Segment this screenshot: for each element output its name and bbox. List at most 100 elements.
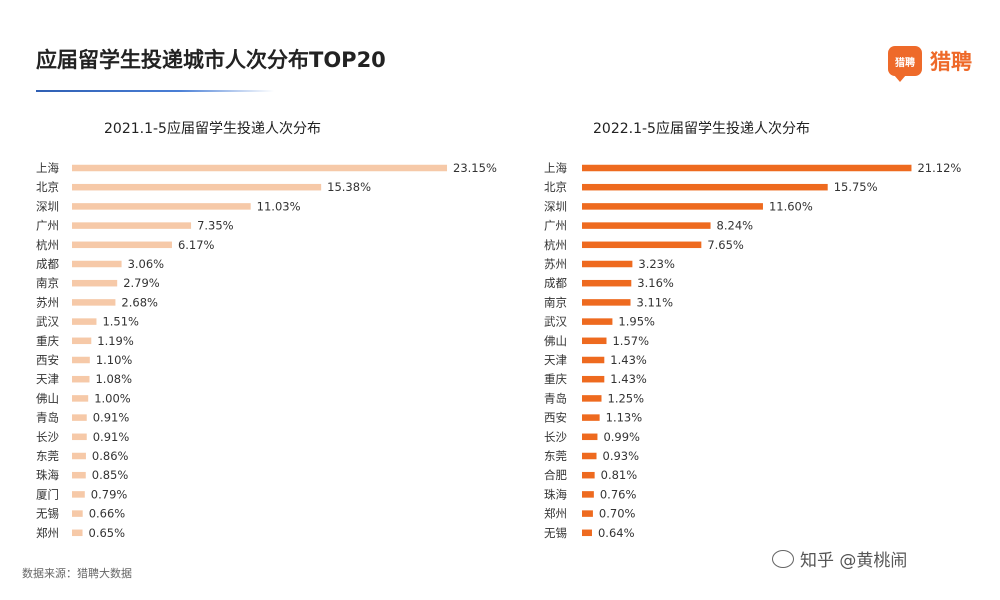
bar-2021 <box>72 241 172 249</box>
chart-title-2021: 2021.1-5应届留学生投递人次分布 <box>104 121 321 137</box>
value-label: 0.91% <box>93 430 130 444</box>
bar-2021 <box>72 279 118 287</box>
value-label: 0.91% <box>93 411 130 425</box>
category-label: 郑州 <box>36 526 59 540</box>
category-label: 深圳 <box>544 199 567 213</box>
value-label: 0.81% <box>601 468 638 482</box>
category-label: 上海 <box>36 161 59 175</box>
logo-badge-icon: 猎聘 <box>888 46 922 82</box>
bar-2021 <box>72 222 192 229</box>
category-label: 武汉 <box>36 315 59 329</box>
bar-2022 <box>582 491 594 498</box>
bar-2022 <box>582 222 711 229</box>
value-label: 0.66% <box>89 507 126 521</box>
value-label: 1.51% <box>102 315 139 329</box>
category-label: 重庆 <box>544 372 567 386</box>
bar-2021 <box>72 529 83 537</box>
category-label: 深圳 <box>36 199 59 213</box>
bar-2022 <box>582 337 607 345</box>
value-label: 3.16% <box>637 276 674 290</box>
bar-2022 <box>582 452 597 460</box>
value-label: 23.15% <box>453 161 497 175</box>
category-label: 天津 <box>36 372 59 386</box>
bar-2022 <box>582 471 595 479</box>
bar-2022 <box>582 279 632 287</box>
bar-2022 <box>582 260 633 268</box>
value-label: 7.35% <box>197 219 234 233</box>
category-label: 合肥 <box>544 468 567 482</box>
category-label: 青岛 <box>36 411 59 425</box>
value-label: 3.11% <box>637 295 674 309</box>
page-title: 应届留学生投递城市人次分布TOP20 <box>36 48 386 72</box>
category-label: 珠海 <box>36 468 59 482</box>
bar-2022 <box>582 529 592 537</box>
category-label: 长沙 <box>544 430 567 444</box>
value-label: 1.13% <box>606 411 643 425</box>
value-label: 11.60% <box>769 199 813 213</box>
category-label: 东莞 <box>544 449 567 463</box>
category-label: 成都 <box>36 257 59 271</box>
category-label: 杭州 <box>544 238 567 252</box>
category-label: 西安 <box>36 353 59 367</box>
bar-2022 <box>582 375 605 383</box>
bar-2021 <box>72 318 97 325</box>
value-label: 1.08% <box>95 372 132 386</box>
value-label: 3.06% <box>128 257 165 271</box>
category-label: 成都 <box>544 276 567 290</box>
bar-2022 <box>582 395 602 402</box>
bar-2021 <box>72 452 86 460</box>
category-label: 上海 <box>544 161 567 175</box>
value-label: 0.70% <box>599 507 636 521</box>
category-label: 广州 <box>544 219 567 233</box>
wechat-icon <box>772 549 794 568</box>
bar-2021 <box>72 375 90 383</box>
category-label: 无锡 <box>36 507 59 521</box>
category-label: 佛山 <box>544 334 567 348</box>
value-label: 2.68% <box>121 295 158 309</box>
bar-2021 <box>72 164 448 172</box>
value-label: 1.43% <box>610 372 647 386</box>
bar-2022 <box>582 241 702 249</box>
value-label: 8.24% <box>717 219 754 233</box>
category-label: 珠海 <box>544 487 567 501</box>
category-label: 天津 <box>544 353 567 367</box>
category-label: 北京 <box>544 180 567 194</box>
bar-2022 <box>582 183 828 191</box>
category-label: 南京 <box>36 276 59 290</box>
category-label: 广州 <box>36 219 59 233</box>
value-label: 0.64% <box>598 526 635 540</box>
category-label: 东莞 <box>36 449 59 463</box>
title-underline <box>36 90 274 92</box>
bar-2021 <box>72 260 122 268</box>
category-label: 苏州 <box>544 257 567 271</box>
value-label: 1.19% <box>97 334 134 348</box>
category-label: 长沙 <box>36 430 59 444</box>
value-label: 11.03% <box>257 199 301 213</box>
category-label: 南京 <box>544 295 567 309</box>
logo-text: 猎聘 <box>930 50 972 74</box>
data-source: 数据来源：猎聘大数据 <box>22 567 132 580</box>
value-label: 3.23% <box>638 257 675 271</box>
bar-2021 <box>72 491 85 498</box>
value-label: 0.93% <box>603 449 640 463</box>
value-label: 1.00% <box>94 391 131 405</box>
bar-2022 <box>582 510 593 517</box>
bar-2021 <box>72 183 322 191</box>
bar-2021 <box>72 299 116 306</box>
value-label: 15.75% <box>834 180 878 194</box>
bar-2021 <box>72 337 92 345</box>
bar-2021 <box>72 356 90 364</box>
bar-2022 <box>582 299 631 306</box>
category-label: 西安 <box>544 411 567 425</box>
value-label: 2.79% <box>123 276 160 290</box>
value-label: 1.10% <box>96 353 133 367</box>
value-label: 1.95% <box>618 315 655 329</box>
watermark: 知乎 @黄桃闹 <box>772 546 907 571</box>
value-label: 1.43% <box>610 353 647 367</box>
value-label: 6.17% <box>178 238 215 252</box>
bar-2021 <box>72 395 89 402</box>
value-label: 21.12% <box>917 161 961 175</box>
category-label: 武汉 <box>544 315 567 329</box>
value-label: 0.86% <box>92 449 129 463</box>
bar-2022 <box>582 356 605 364</box>
